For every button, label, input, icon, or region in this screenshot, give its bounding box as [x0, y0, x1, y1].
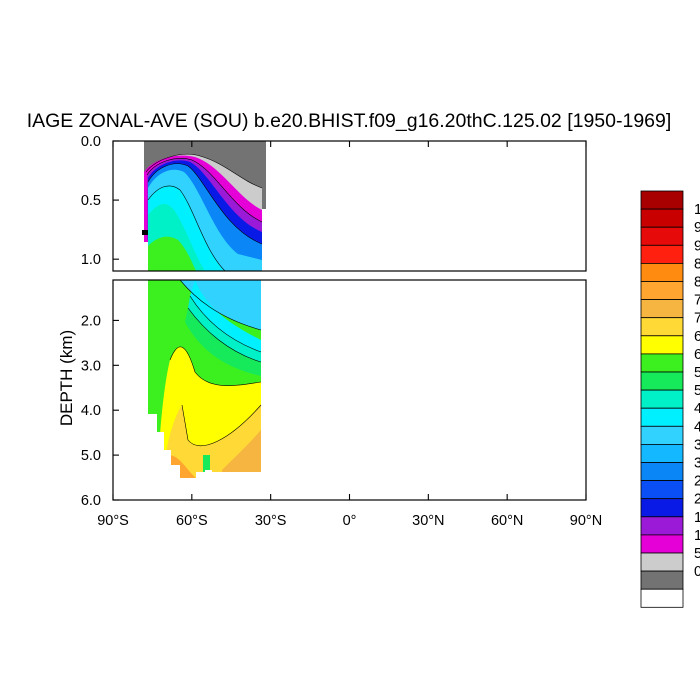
colorbar-swatch [640, 208, 684, 228]
upper-panel-contour-field [142, 141, 266, 271]
lower-ytick-label: 5.0 [81, 448, 101, 464]
colorbar-swatch [640, 262, 684, 282]
colorbar-label: 8 [694, 275, 700, 291]
contour-lines [169, 280, 262, 446]
xtick-label: 90°S [97, 513, 129, 529]
colorbar-swatch [640, 371, 684, 391]
colorbar-swatch [640, 570, 684, 590]
y-axis-label: DEPTH (km) [57, 330, 76, 426]
band-upper-edge [142, 230, 148, 235]
colorbar-swatch [640, 335, 684, 355]
band-lower-brightgreen [185, 308, 261, 376]
contour-line-9 [147, 185, 226, 271]
lower-ytick-label: 3.0 [81, 358, 101, 374]
colorbar-label: 8 [694, 256, 700, 272]
upper-ytick-label: 1.0 [81, 252, 101, 268]
band-lower-teal [188, 296, 261, 362]
colorbar-swatch [640, 389, 684, 409]
colorbar-swatch [640, 443, 684, 463]
seafloor-bathymetry [148, 414, 261, 500]
colorbar-label: 9 [694, 238, 700, 254]
colorbar-swatch [640, 190, 684, 210]
lower-y-axis: 2.0 3.0 4.0 5.0 6.0 [81, 313, 119, 509]
colorbar-swatch [640, 480, 684, 500]
upper-y-axis: 0.0 0.5 1.0 [81, 134, 119, 268]
colorbar-label: 3 [694, 437, 700, 453]
lower-ytick-label: 4.0 [81, 403, 101, 419]
colorbar-swatch [640, 552, 684, 572]
x-axis: 90°S 60°S 30°S 0° 30°N 60°N 90°N [97, 141, 602, 529]
colorbar: 1 9 9 8 8 7 7 6 6 5 5 4 4 3 3 2 2 1 1 5 0 [640, 190, 700, 608]
colorbar-label: 5 [694, 365, 700, 381]
colorbar-swatch [640, 226, 684, 246]
contour-line-5 [181, 404, 262, 446]
colorbar-swatch [640, 588, 684, 608]
colorbar-label: 0 [694, 564, 700, 580]
colorbar-label: 7 [694, 293, 700, 309]
colorbar-label: 1 [694, 202, 700, 218]
colorbar-label: 5 [694, 546, 700, 562]
colorbar-swatch [640, 281, 684, 301]
colorbar-label: 7 [694, 311, 700, 327]
seafloor-cut-right [261, 280, 586, 500]
colorbar-label: 6 [694, 347, 700, 363]
colorbar-swatch [640, 407, 684, 427]
colorbar-label: 6 [694, 329, 700, 345]
xtick-label: 60°S [176, 513, 208, 529]
xtick-label: 90°N [570, 513, 602, 529]
upper-ytick-label: 0.5 [81, 193, 101, 209]
colorbar-label: 4 [694, 401, 700, 417]
contour-line-4 [169, 346, 262, 386]
colorbar-label: 2 [694, 474, 700, 490]
contour-line-6 [145, 153, 263, 189]
xtick-label: 30°N [412, 513, 444, 529]
colorbar-swatch [640, 353, 684, 373]
colorbar-label: 3 [694, 456, 700, 472]
contour-line-1 [179, 280, 262, 331]
lower-ytick-label: 2.0 [81, 313, 101, 329]
colorbar-swatch [640, 534, 684, 554]
xtick-label: 30°S [255, 513, 287, 529]
chart-title: IAGE ZONAL-AVE (SOU) b.e20.BHIST.f09_g16… [27, 110, 672, 132]
colorbar-swatch [640, 425, 684, 445]
colorbar-label: 2 [694, 492, 700, 508]
xtick-label: 0° [343, 513, 357, 529]
contour-line-3 [187, 307, 262, 363]
lower-ytick-label: 6.0 [81, 493, 101, 509]
colorbar-label: 5 [694, 383, 700, 399]
contour-lines-upper [145, 153, 263, 271]
colorbar-swatch [640, 462, 684, 482]
colorbar-label: 1 [694, 528, 700, 544]
band-lower-stripe [203, 455, 210, 472]
colorbar-swatch [640, 498, 684, 518]
colorbar-label: 9 [694, 220, 700, 236]
contour-line-2 [189, 295, 262, 353]
colorbar-swatch [640, 299, 684, 319]
colorbar-swatch [640, 244, 684, 264]
colorbar-swatch [640, 317, 684, 337]
band-lower-cyan [190, 280, 261, 352]
colorbar-label: 4 [694, 419, 700, 435]
upper-ytick-label: 0.0 [81, 134, 101, 150]
contour-line-8 [147, 163, 263, 245]
band-upper-green [148, 236, 196, 271]
colorbar-swatch [640, 516, 684, 536]
colorbar-label: 1 [694, 510, 700, 526]
xtick-label: 60°N [491, 513, 523, 529]
contour-line-7 [146, 158, 263, 223]
lower-panel-contour-field [148, 280, 586, 500]
